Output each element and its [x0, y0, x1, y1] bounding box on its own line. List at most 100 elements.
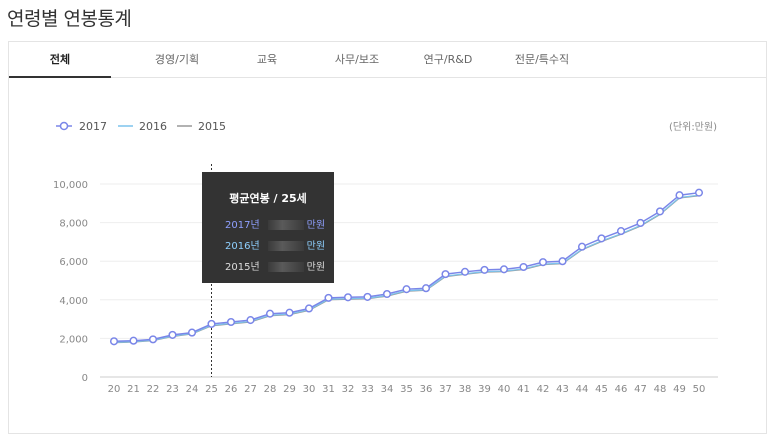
x-tick-label: 30	[303, 384, 316, 395]
x-tick-label: 36	[420, 384, 433, 395]
tab-all[interactable]: 전체	[9, 42, 111, 78]
x-tick-label: 33	[361, 384, 374, 395]
data-point-2017[interactable]	[421, 284, 431, 293]
data-point-2017[interactable]	[402, 285, 411, 294]
legend-item-2016[interactable]: 2016	[118, 120, 167, 133]
x-tick-label: 20	[108, 384, 121, 395]
y-tick-label: 6,000	[59, 257, 88, 268]
y-tick-label: 2,000	[59, 334, 88, 345]
data-point-2017[interactable]	[207, 319, 216, 328]
data-point-2017[interactable]	[168, 330, 177, 339]
tooltip-year: 2017년	[225, 220, 260, 231]
x-tick-label: 48	[654, 384, 667, 395]
x-tick-label: 43	[556, 384, 569, 395]
y-tick-label: 4,000	[59, 296, 88, 307]
data-point-2017[interactable]	[441, 270, 450, 279]
tooltip-year: 2016년	[225, 241, 260, 252]
data-point-2017[interactable]	[226, 317, 236, 327]
legend-item-2015[interactable]: 2015	[177, 120, 226, 133]
tooltip-unit: 만원	[306, 220, 326, 231]
x-tick-label: 31	[322, 384, 335, 395]
data-point-2017[interactable]	[382, 289, 392, 299]
x-tick-label: 40	[498, 384, 511, 395]
x-tick-label: 27	[244, 384, 257, 395]
x-tick-label: 44	[576, 384, 589, 395]
x-tick-label: 39	[478, 384, 491, 395]
unit-label: (단위:만원)	[669, 120, 717, 133]
legend-label-2015: 2015	[198, 120, 226, 133]
legend-label-2016: 2016	[139, 120, 167, 133]
x-tick-label: 42	[537, 384, 550, 395]
x-tick-label: 24	[186, 384, 199, 395]
tooltip-unit: 만원	[306, 241, 326, 252]
category-tabs: 전체 경영/기획 교육 사무/보조 연구/R&D 전문/특수직	[9, 42, 766, 78]
legend-marker-2017	[59, 121, 69, 131]
data-point-2017[interactable]	[324, 293, 333, 302]
data-point-2017[interactable]	[187, 328, 197, 337]
tooltip-row-2016: 2016년 만원	[225, 237, 325, 252]
data-point-2017[interactable]	[577, 242, 587, 251]
x-tick-label: 22	[147, 384, 160, 395]
data-point-2017[interactable]	[343, 293, 353, 302]
data-point-2017[interactable]	[148, 335, 158, 344]
x-tick-label: 38	[459, 384, 472, 395]
series-lines	[109, 188, 704, 346]
data-point-2017[interactable]	[304, 304, 314, 313]
data-point-2017[interactable]	[538, 258, 548, 267]
legend-item-2017[interactable]: 2017	[56, 120, 107, 133]
x-tick-label: 49	[673, 384, 686, 395]
x-tick-label: 35	[400, 384, 413, 395]
data-point-2017[interactable]	[460, 267, 470, 276]
data-point-2017[interactable]	[655, 207, 665, 216]
data-point-2017[interactable]	[129, 336, 138, 345]
data-point-2017[interactable]	[636, 218, 645, 228]
x-tick-label: 50	[693, 384, 706, 395]
x-tick-label: 41	[517, 384, 530, 395]
x-tick-label: 26	[225, 384, 238, 395]
y-tick-label: 10,000	[53, 180, 88, 191]
tab-research[interactable]: 연구/R&D	[423, 53, 473, 66]
x-tick-label: 46	[615, 384, 628, 395]
page-title: 연령별 연봉통계	[7, 8, 132, 30]
legend-label-2017: 2017	[79, 120, 107, 133]
tab-education[interactable]: 교육	[256, 53, 278, 66]
redacted-value	[267, 262, 304, 272]
data-point-2017[interactable]	[285, 308, 294, 317]
data-point-2017[interactable]	[597, 234, 606, 243]
salary-stats-card: 전체 경영/기획 교육 사무/보조 연구/R&D 전문/특수직	[8, 41, 767, 434]
y-axis: 0 2,000 4,000 6,000 8,000 10,000	[53, 180, 88, 384]
data-point-2017[interactable]	[363, 292, 372, 301]
x-tick-label: 28	[264, 384, 277, 395]
x-axis: 20 21 22 23 24 25 26 27 28 29 30 31 32 33 34 35 36 37 38 39…	[100, 376, 718, 395]
redacted-value	[267, 220, 304, 230]
y-tick-label: 8,000	[59, 219, 88, 230]
data-point-2017[interactable]	[499, 265, 509, 274]
tooltip-row-2017: 2017년 만원	[225, 216, 325, 231]
x-tick-label: 34	[381, 384, 394, 395]
tab-specialist[interactable]: 전문/특수직	[514, 53, 570, 66]
x-tick-label: 23	[166, 384, 179, 395]
x-tick-label: 32	[342, 384, 355, 395]
x-tick-label: 45	[595, 384, 608, 395]
data-point-2017[interactable]	[109, 337, 119, 346]
data-point-2017[interactable]	[694, 188, 704, 197]
x-tick-label: 47	[634, 384, 647, 395]
tooltip-row-2015: 2015년 만원	[225, 258, 325, 273]
redacted-value	[267, 241, 304, 251]
data-point-2017[interactable]	[519, 262, 528, 272]
legend: 2017 2016 2015	[56, 120, 226, 133]
data-point-2017[interactable]	[480, 265, 489, 274]
tab-management[interactable]: 경영/기획	[154, 53, 200, 66]
data-point-2017[interactable]	[246, 316, 255, 325]
x-tick-label: 29	[283, 384, 296, 395]
grid-lines	[100, 183, 718, 378]
tab-office[interactable]: 사무/보조	[334, 53, 380, 66]
data-point-2017[interactable]	[265, 309, 275, 318]
tooltip-year: 2015년	[225, 262, 260, 273]
data-point-2017[interactable]	[675, 191, 684, 200]
hover-tooltip: 평균연봉 / 25세 2017년 만원 2016년 만원 2015년 만원	[202, 172, 334, 283]
data-point-2017[interactable]	[616, 227, 626, 236]
tooltip-unit: 만원	[306, 262, 326, 273]
data-point-2017[interactable]	[558, 257, 567, 266]
